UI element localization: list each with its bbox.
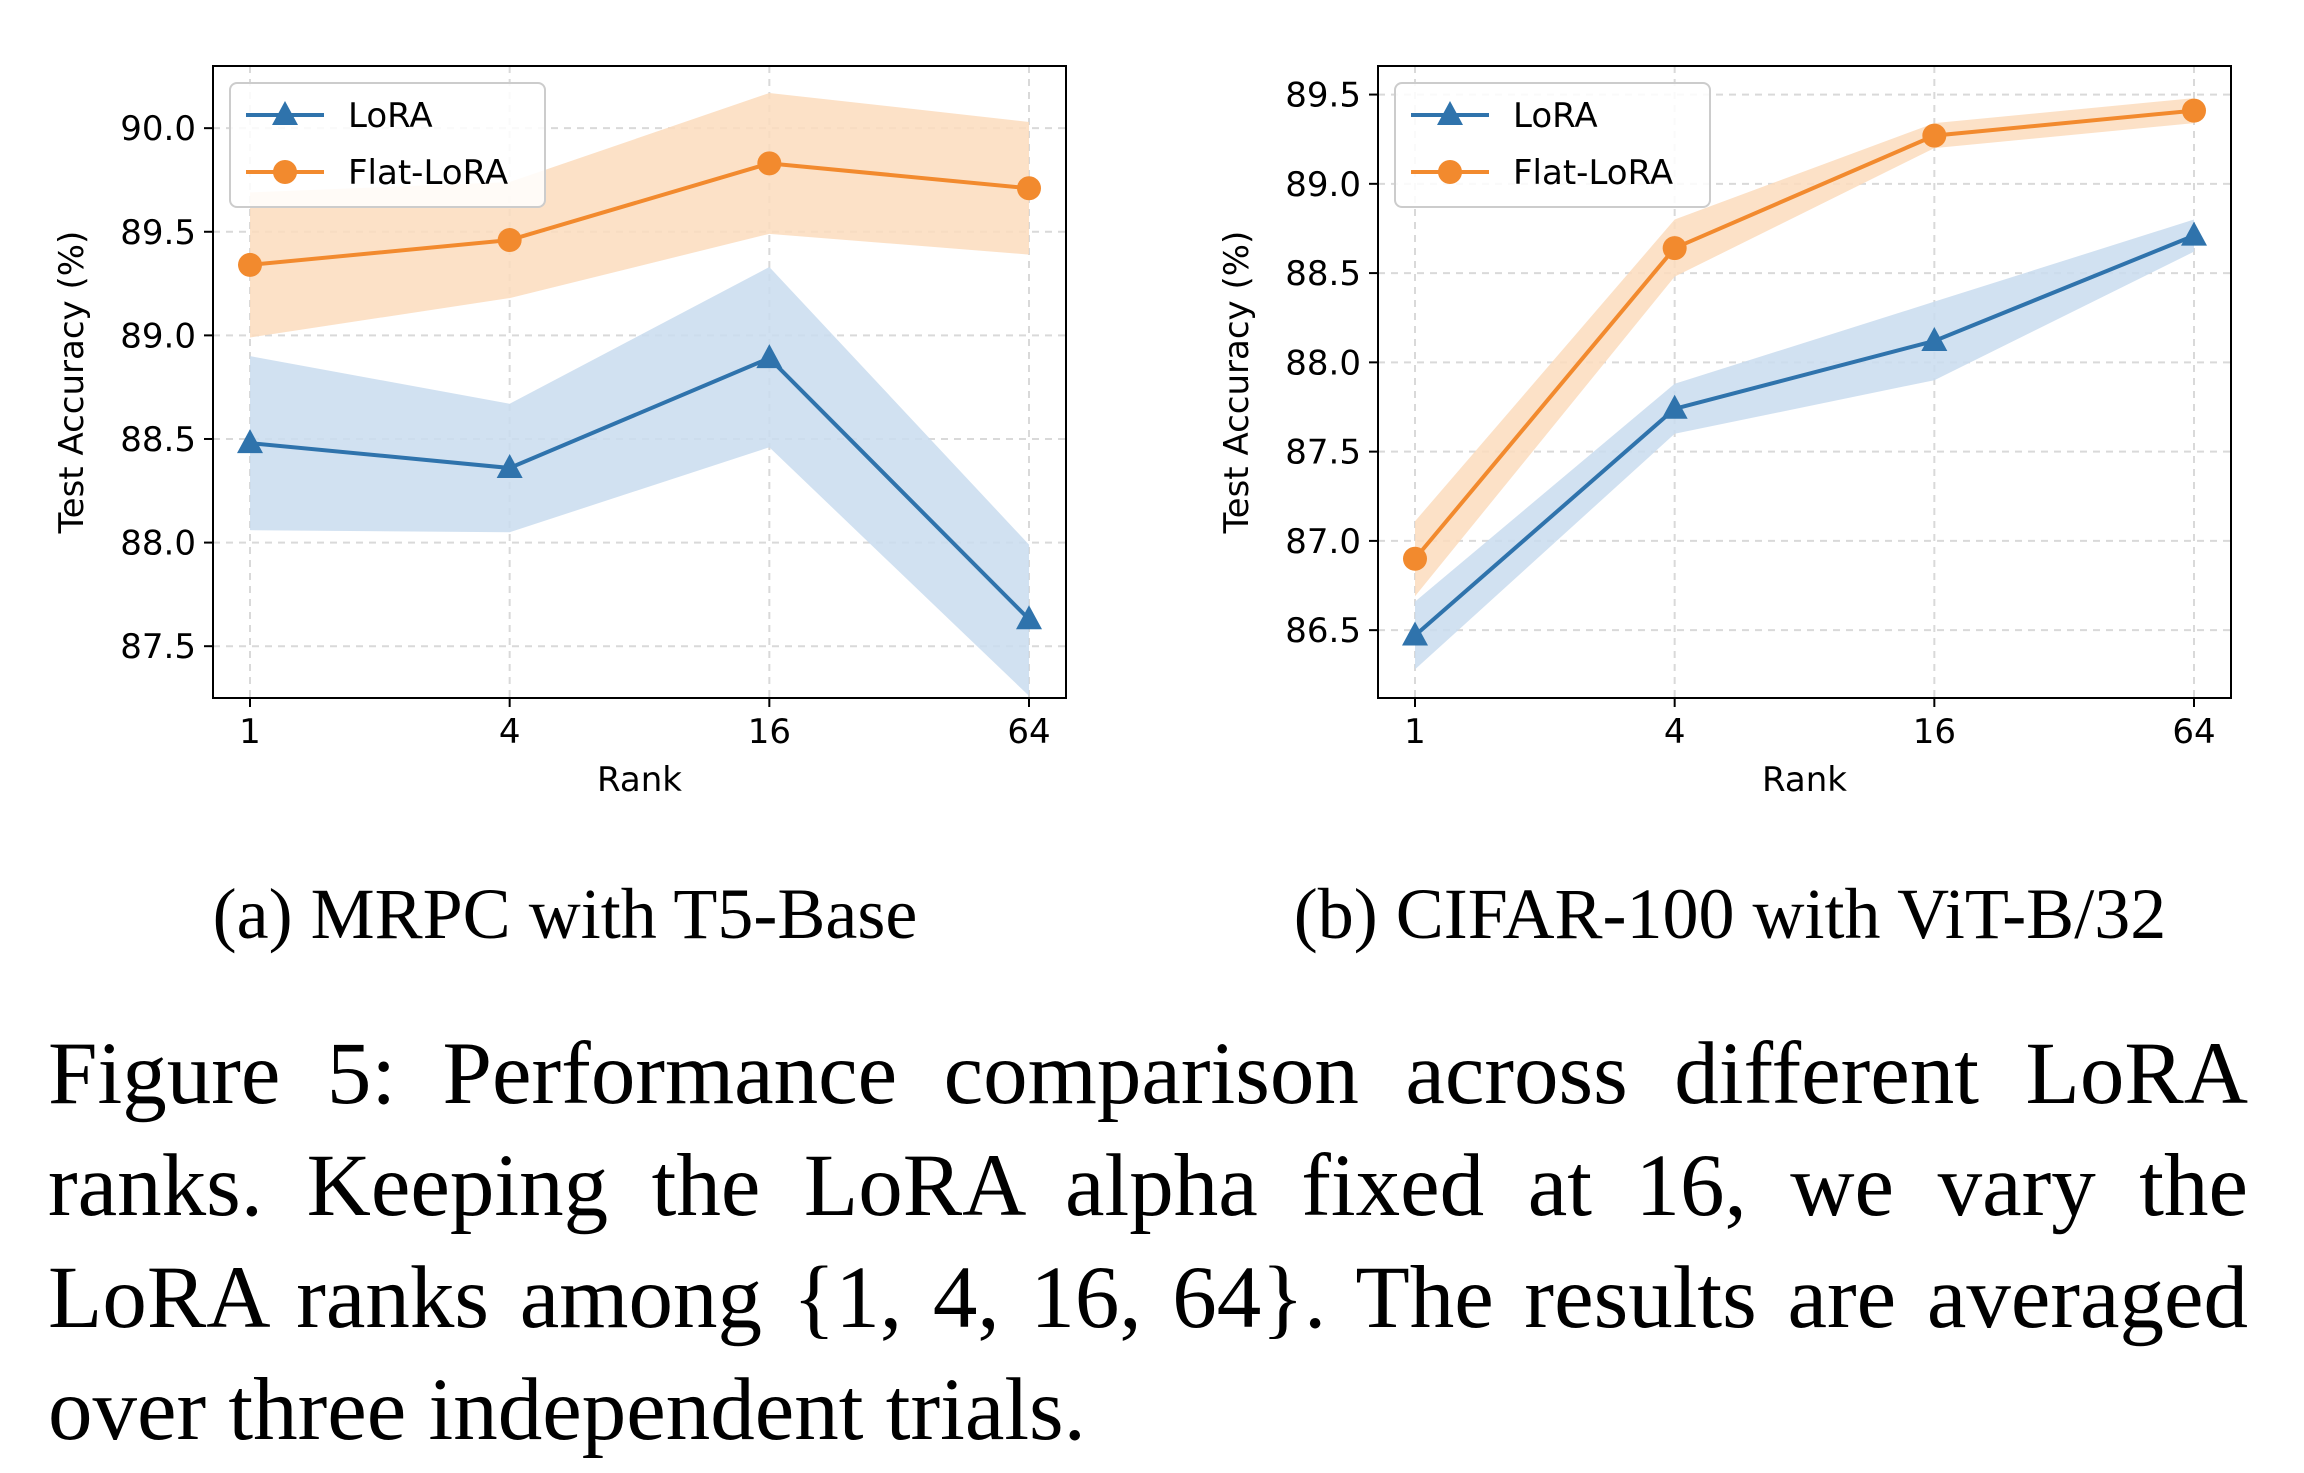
flat-lora-point: [2182, 98, 2206, 123]
chart-a: 1 4 16 64 87.5 88.0 88.5 89.0 89.5 90.0 Rank Test A…: [52, 65, 1067, 954]
flat-lora-confidence-band: [1415, 98, 2194, 597]
x-tick-label: 4: [499, 712, 521, 752]
x-tick-label: 64: [2172, 712, 2215, 752]
legend-marker: [1437, 101, 1463, 125]
flat-lora-point: [1922, 123, 1947, 148]
legend-marker: [273, 160, 297, 184]
y-tick-label: 87.0: [1285, 522, 1361, 562]
plot-frame: [1377, 65, 2232, 699]
flat-lora-point: [757, 151, 782, 176]
legend-label: LoRA: [348, 96, 433, 136]
legend-marker: [1438, 160, 1462, 184]
legend-label: Flat-LoRA: [348, 153, 508, 193]
y-tick-label: 88.5: [1285, 254, 1361, 294]
chart-b: 1 4 16 64 86.5 87.0 87.5 88.0 88.5 89.0 89.5 Rank Te…: [1217, 65, 2232, 954]
y-tick-label: 89.0: [120, 316, 196, 356]
lora-point: [1661, 394, 1688, 419]
y-tick-label: 90.0: [120, 109, 196, 149]
flat-lora-point: [1403, 546, 1427, 571]
figure-caption: Figure 5: Performance comparison across …: [48, 1025, 2248, 1459]
subfigure-caption: (b) CIFAR-100 with ViT-B/32: [1294, 874, 2166, 954]
flat-lora-series-line: [249, 161, 1030, 267]
lora-point: [2181, 221, 2207, 246]
flat-lora-point: [1662, 236, 1687, 261]
y-tick-label: 89.5: [1285, 76, 1361, 116]
lora-point: [496, 453, 523, 478]
x-tick-label: 16: [1913, 712, 1956, 752]
y-tick-label: 87.5: [120, 627, 196, 667]
lora-point: [756, 344, 783, 369]
lora-point: [1402, 621, 1428, 646]
flat-lora-series-line: [1413, 108, 2195, 561]
y-axis-label: Test Accuracy (%): [1217, 231, 1257, 535]
flat-lora-point: [238, 252, 262, 277]
y-tick-label: 86.5: [1285, 611, 1361, 651]
legend-label: LoRA: [1513, 96, 1598, 136]
legend-label: Flat-LoRA: [1513, 153, 1673, 193]
plot-frame: [212, 65, 1067, 699]
x-axis-label: Rank: [1762, 760, 1847, 800]
lora-series-line: [249, 355, 1031, 621]
flat-lora-point: [497, 228, 522, 253]
x-tick-label: 64: [1007, 712, 1050, 752]
flat-lora-point: [1017, 176, 1041, 201]
lora-point: [1921, 326, 1948, 351]
y-tick-label: 88.5: [120, 420, 196, 460]
y-tick-label: 88.0: [1285, 343, 1361, 383]
y-tick-label: 89.5: [120, 213, 196, 253]
y-tick-label: 87.5: [1285, 433, 1361, 473]
x-tick-label: 4: [1664, 712, 1686, 752]
lora-confidence-band: [250, 266, 1029, 696]
x-tick-label: 1: [239, 712, 261, 752]
lora-point: [1016, 605, 1042, 630]
lora-confidence-band: [1415, 219, 2194, 670]
lora-point: [237, 429, 263, 454]
lora-series-line: [1413, 233, 2195, 638]
y-tick-label: 89.0: [1285, 165, 1361, 205]
x-tick-label: 1: [1404, 712, 1426, 752]
legend-marker: [272, 101, 298, 125]
x-axis-label: Rank: [597, 760, 682, 800]
y-tick-label: 88.0: [120, 524, 196, 564]
subfigure-caption: (a) MRPC with T5-Base: [213, 874, 918, 954]
y-axis-label: Test Accuracy (%): [52, 231, 92, 535]
flat-lora-confidence-band: [250, 92, 1029, 338]
x-tick-label: 16: [748, 712, 791, 752]
